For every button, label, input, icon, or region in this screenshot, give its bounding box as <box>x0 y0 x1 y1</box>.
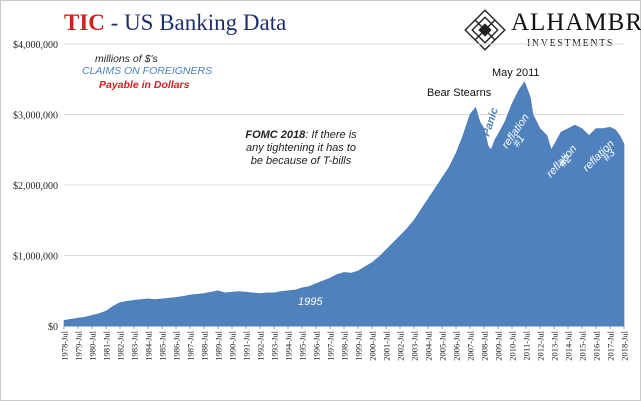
x-tick-label: 1999-Jul <box>354 330 364 360</box>
x-tick-label: 1998-Jul <box>340 330 350 360</box>
reflation1-number: #1 <box>511 133 528 150</box>
title-prefix: TIC <box>64 10 105 35</box>
x-tick-label: 1980-Jul <box>88 330 98 360</box>
x-tick-label: 2000-Jul <box>368 330 378 360</box>
fomc-line1: FOMC 2018: If there is <box>245 129 357 141</box>
x-axis: 1978-Jul 1979-Jul 1980-Jul 1981-Jul 1982-Jul… <box>60 326 630 361</box>
x-tick-label: 1989-Jul <box>214 330 224 360</box>
x-tick-label: 1991-Jul <box>242 330 252 360</box>
fomc-line3: be because of T-bills <box>251 155 352 167</box>
x-tick-label: 2009-Jul <box>494 330 504 360</box>
series-area <box>63 81 625 327</box>
x-tick-label: 1990-Jul <box>228 330 238 360</box>
y-axis: $0 $1,000,000 $2,000,000 $3,000,000 $4,000,0… <box>13 40 58 333</box>
x-tick-label: 2012-Jul <box>536 330 546 360</box>
x-tick-label: 2001-Jul <box>382 330 392 360</box>
x-tick-label: 1994-Jul <box>284 330 294 360</box>
x-tick-label: 2011-Jul <box>522 330 532 360</box>
x-tick-label: 2005-Jul <box>438 330 448 360</box>
bear-stearns-label: Bear Stearns <box>427 87 492 99</box>
y-tick-label: $3,000,000 <box>13 111 58 122</box>
x-tick-label: 1996-Jul <box>312 330 322 360</box>
claims-note: CLAIMS ON FOREIGNERS <box>82 65 212 77</box>
x-tick-label: 1993-Jul <box>270 330 280 360</box>
x-tick-label: 2010-Jul <box>508 330 518 360</box>
panic-label: Panic <box>480 106 500 138</box>
x-tick-label: 2002-Jul <box>396 330 406 360</box>
x-tick-label: 2014-Jul <box>564 330 574 360</box>
x-tick-label: 1992-Jul <box>256 330 266 360</box>
x-tick-label: 2004-Jul <box>424 330 434 360</box>
x-tick-label: 1988-Jul <box>200 330 210 360</box>
x-tick-label: 1981-Jul <box>102 330 112 360</box>
x-tick-label: 1979-Jul <box>74 330 84 360</box>
x-tick-label: 1987-Jul <box>186 330 196 360</box>
fomc-bold: FOMC 2018 <box>245 129 306 141</box>
x-tick-label: 2013-Jul <box>550 330 560 360</box>
x-tick-label: 2015-Jul <box>578 330 588 360</box>
x-tick-label: 2003-Jul <box>410 330 420 360</box>
y-tick-label: $4,000,000 <box>13 40 58 51</box>
x-tick-label: 1985-Jul <box>158 330 168 360</box>
logo-name: ALHAMBRA <box>511 9 641 36</box>
x-tick-label: 2016-Jul <box>592 330 602 360</box>
page-title: TIC - US Banking Data <box>64 10 286 36</box>
x-tick-label: 2008-Jul <box>480 330 490 360</box>
x-tick-label: 1997-Jul <box>326 330 336 360</box>
may-2011-label: May 2011 <box>492 67 540 79</box>
y-tick-label: $1,000,000 <box>13 252 58 263</box>
year-1995-label: 1995 <box>298 296 323 308</box>
y-tick-label: $2,000,000 <box>13 181 58 192</box>
x-tick-label: 1978-Jul <box>60 330 70 360</box>
fomc-rest: : If there is <box>305 129 357 141</box>
units-note: millions of $'s <box>95 53 158 65</box>
x-tick-label: 1995-Jul <box>298 330 308 360</box>
diamond-logo-icon <box>464 9 506 51</box>
y-tick-label: $0 <box>48 322 58 333</box>
x-tick-label: 1986-Jul <box>172 330 182 360</box>
fomc-line2: any tightening it has to <box>246 142 356 154</box>
x-tick-label: 1983-Jul <box>130 330 140 360</box>
x-tick-label: 1984-Jul <box>144 330 154 360</box>
x-tick-label: 2018-Jul <box>620 330 630 360</box>
payable-note: Payable in Dollars <box>99 79 190 91</box>
x-tick-label: 2007-Jul <box>466 330 476 360</box>
x-tick-label: 2006-Jul <box>452 330 462 360</box>
x-tick-label: 1982-Jul <box>116 330 126 360</box>
title-rest: - US Banking Data <box>104 10 287 35</box>
x-tick-label: 2017-Jul <box>606 330 616 360</box>
